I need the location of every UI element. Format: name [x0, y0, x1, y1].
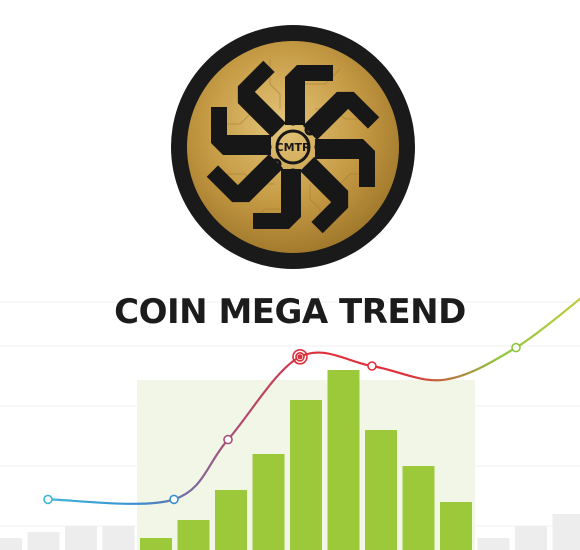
- trend-marker: [367, 361, 377, 371]
- emblem-blade: [302, 91, 380, 140]
- bar: [402, 466, 435, 550]
- bar: [552, 514, 580, 550]
- trend-marker: [43, 494, 53, 505]
- bar: [140, 538, 172, 550]
- bar: [0, 538, 22, 550]
- emblem-blade: [211, 107, 271, 155]
- bar: [102, 526, 135, 550]
- circuit-nodes: [258, 112, 328, 182]
- cmtr-coin-logo: CMTR: [171, 25, 415, 269]
- bar: [515, 526, 547, 550]
- trend-marker-dot: [297, 354, 303, 360]
- bar: [327, 370, 360, 550]
- bar: [252, 454, 285, 550]
- trend-marker: [511, 342, 521, 353]
- bar: [440, 502, 472, 550]
- bar: [65, 526, 97, 550]
- emblem-blade: [237, 60, 286, 138]
- emblem-blade: [285, 65, 333, 125]
- emblem-star: [206, 60, 380, 234]
- bar: [290, 400, 322, 550]
- bar: [477, 538, 510, 550]
- logo-text: CMTR: [276, 141, 312, 154]
- trend-marker: [169, 494, 179, 505]
- trend-marker: [223, 434, 233, 445]
- emblem-center-ring: [275, 129, 311, 165]
- brand-title: COIN MEGA TREND: [114, 292, 466, 332]
- bar: [177, 520, 210, 550]
- emblem-blade: [315, 139, 375, 187]
- bar: [215, 490, 247, 550]
- bar: [27, 532, 60, 550]
- trend-markers: [43, 342, 521, 505]
- trend-marker-highlight: [292, 348, 308, 365]
- bar: [365, 430, 397, 550]
- emblem-blade: [253, 169, 301, 229]
- bars-group: [0, 370, 580, 550]
